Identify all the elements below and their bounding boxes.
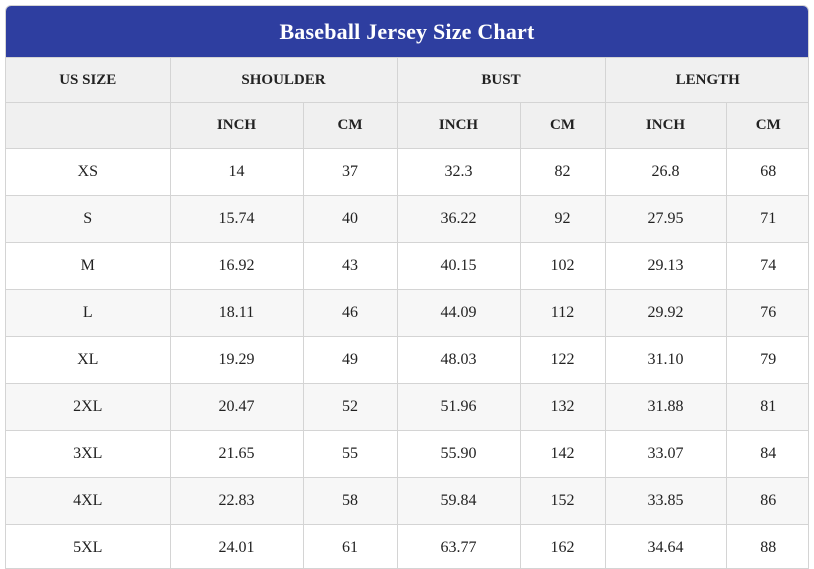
cell-shoulder-cm: 43 bbox=[302, 242, 398, 290]
cell-size: M bbox=[6, 242, 171, 290]
unit-header-row: INCH CM INCH CM INCH CM bbox=[6, 102, 808, 149]
cell-shoulder-inch: 22.83 bbox=[169, 477, 304, 525]
cell-length-inch: 27.95 bbox=[604, 195, 727, 243]
size-chart: Baseball Jersey Size Chart US SIZE SHOUL… bbox=[5, 5, 809, 569]
cell-bust-inch: 59.84 bbox=[396, 477, 521, 525]
cell-bust-inch: 63.77 bbox=[396, 524, 521, 568]
cell-length-inch: 33.07 bbox=[604, 430, 727, 478]
cell-shoulder-inch: 19.29 bbox=[169, 336, 304, 384]
cell-length-cm: 71 bbox=[725, 195, 808, 243]
table-row: S 15.74 40 36.22 92 27.95 71 bbox=[6, 195, 808, 243]
header-shoulder-inch: INCH bbox=[169, 102, 304, 149]
cell-shoulder-inch: 15.74 bbox=[169, 195, 304, 243]
cell-shoulder-cm: 46 bbox=[302, 289, 398, 337]
cell-bust-inch: 40.15 bbox=[396, 242, 521, 290]
cell-length-inch: 33.85 bbox=[604, 477, 727, 525]
cell-size: 5XL bbox=[6, 524, 171, 568]
cell-size: XS bbox=[6, 148, 171, 196]
cell-bust-cm: 92 bbox=[519, 195, 606, 243]
cell-length-inch: 31.88 bbox=[604, 383, 727, 431]
cell-bust-inch: 48.03 bbox=[396, 336, 521, 384]
cell-size: 4XL bbox=[6, 477, 171, 525]
cell-length-cm: 76 bbox=[725, 289, 808, 337]
table-row: 5XL 24.01 61 63.77 162 34.64 88 bbox=[6, 524, 808, 568]
cell-size: XL bbox=[6, 336, 171, 384]
chart-title: Baseball Jersey Size Chart bbox=[6, 6, 808, 57]
header-length-cm: CM bbox=[725, 102, 808, 149]
cell-shoulder-inch: 16.92 bbox=[169, 242, 304, 290]
header-us-size: US SIZE bbox=[6, 57, 171, 103]
header-bust: BUST bbox=[396, 57, 606, 103]
cell-shoulder-cm: 40 bbox=[302, 195, 398, 243]
header-length: LENGTH bbox=[604, 57, 808, 103]
cell-shoulder-inch: 24.01 bbox=[169, 524, 304, 568]
cell-length-inch: 26.8 bbox=[604, 148, 727, 196]
cell-bust-cm: 132 bbox=[519, 383, 606, 431]
header-shoulder: SHOULDER bbox=[169, 57, 398, 103]
cell-bust-cm: 122 bbox=[519, 336, 606, 384]
cell-shoulder-cm: 52 bbox=[302, 383, 398, 431]
header-bust-cm: CM bbox=[519, 102, 606, 149]
cell-bust-cm: 102 bbox=[519, 242, 606, 290]
cell-bust-inch: 55.90 bbox=[396, 430, 521, 478]
cell-length-inch: 29.92 bbox=[604, 289, 727, 337]
cell-size: 2XL bbox=[6, 383, 171, 431]
cell-shoulder-inch: 18.11 bbox=[169, 289, 304, 337]
cell-size: L bbox=[6, 289, 171, 337]
cell-shoulder-cm: 55 bbox=[302, 430, 398, 478]
cell-size: 3XL bbox=[6, 430, 171, 478]
header-length-inch: INCH bbox=[604, 102, 727, 149]
cell-bust-inch: 36.22 bbox=[396, 195, 521, 243]
table-row: L 18.11 46 44.09 112 29.92 76 bbox=[6, 289, 808, 337]
size-table: US SIZE SHOULDER BUST LENGTH INCH CM INC… bbox=[6, 57, 808, 568]
cell-bust-inch: 32.3 bbox=[396, 148, 521, 196]
header-blank bbox=[6, 102, 171, 149]
cell-shoulder-inch: 21.65 bbox=[169, 430, 304, 478]
header-bust-inch: INCH bbox=[396, 102, 521, 149]
cell-shoulder-inch: 14 bbox=[169, 148, 304, 196]
cell-length-cm: 88 bbox=[725, 524, 808, 568]
cell-bust-inch: 51.96 bbox=[396, 383, 521, 431]
cell-length-cm: 79 bbox=[725, 336, 808, 384]
cell-size: S bbox=[6, 195, 171, 243]
table-row: XS 14 37 32.3 82 26.8 68 bbox=[6, 148, 808, 196]
cell-length-inch: 31.10 bbox=[604, 336, 727, 384]
table-row: 3XL 21.65 55 55.90 142 33.07 84 bbox=[6, 430, 808, 478]
table-row: 4XL 22.83 58 59.84 152 33.85 86 bbox=[6, 477, 808, 525]
cell-bust-cm: 152 bbox=[519, 477, 606, 525]
cell-bust-inch: 44.09 bbox=[396, 289, 521, 337]
cell-length-inch: 34.64 bbox=[604, 524, 727, 568]
table-body: XS 14 37 32.3 82 26.8 68 S 15.74 40 36.22 92 27.95 71… bbox=[6, 148, 808, 568]
cell-bust-cm: 112 bbox=[519, 289, 606, 337]
cell-bust-cm: 82 bbox=[519, 148, 606, 196]
cell-length-cm: 86 bbox=[725, 477, 808, 525]
cell-shoulder-cm: 61 bbox=[302, 524, 398, 568]
cell-bust-cm: 142 bbox=[519, 430, 606, 478]
cell-shoulder-cm: 58 bbox=[302, 477, 398, 525]
cell-length-cm: 84 bbox=[725, 430, 808, 478]
cell-shoulder-cm: 37 bbox=[302, 148, 398, 196]
cell-length-cm: 68 bbox=[725, 148, 808, 196]
table-row: 2XL 20.47 52 51.96 132 31.88 81 bbox=[6, 383, 808, 431]
cell-shoulder-cm: 49 bbox=[302, 336, 398, 384]
group-header-row: US SIZE SHOULDER BUST LENGTH bbox=[6, 57, 808, 103]
table-row: M 16.92 43 40.15 102 29.13 74 bbox=[6, 242, 808, 290]
cell-shoulder-inch: 20.47 bbox=[169, 383, 304, 431]
table-row: XL 19.29 49 48.03 122 31.10 79 bbox=[6, 336, 808, 384]
cell-bust-cm: 162 bbox=[519, 524, 606, 568]
cell-length-cm: 74 bbox=[725, 242, 808, 290]
header-shoulder-cm: CM bbox=[302, 102, 398, 149]
cell-length-cm: 81 bbox=[725, 383, 808, 431]
cell-length-inch: 29.13 bbox=[604, 242, 727, 290]
